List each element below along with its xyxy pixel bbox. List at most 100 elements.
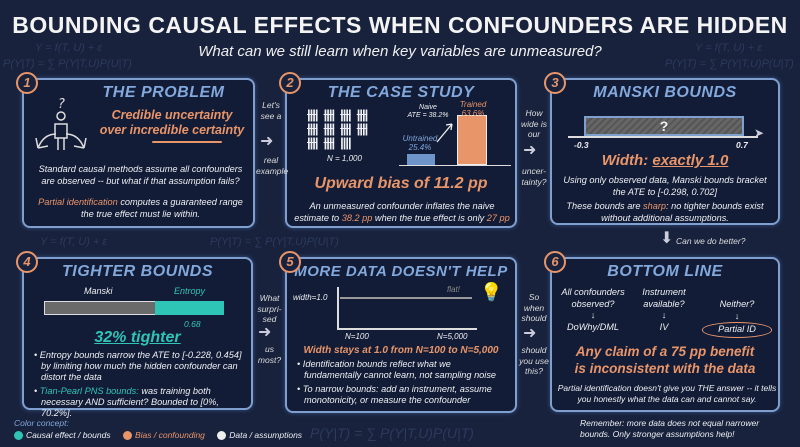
panel-manski-bounds: 3 MANSKI BOUNDS ? ➤ -0.3 0.7 Width: exac… xyxy=(544,72,780,225)
panel-case-study: 2 THE CASE STUDY |||| |||| |||| |||| |||| ||… xyxy=(279,72,517,228)
width-headline: Width: exactly 1.0 xyxy=(552,152,778,169)
step-number: 5 xyxy=(279,251,301,273)
manski-body: Using only observed data, Manski bounds … xyxy=(563,175,767,197)
bg-formula: P(Y|T) = ∑ P(Y|T,U)P(U|T) xyxy=(665,58,794,70)
problem-body: Standard causal methods assume all confo… xyxy=(38,164,243,186)
value-untrained: 25.4% xyxy=(408,143,432,152)
label-trained: Trained xyxy=(459,100,487,109)
highlight-term: Partial identification xyxy=(38,197,118,207)
x-start-label: N=100 xyxy=(345,332,369,341)
connector-label: uncer-tainty? xyxy=(521,166,547,187)
answer-partial-id: Partial ID xyxy=(702,322,772,338)
bg-formula: P(Y|T) = ∑ P(Y|T,U)P(U|T) xyxy=(310,425,474,441)
label-untrained: Untrained xyxy=(402,134,438,143)
panel-tighter-bounds: 4 TIGHTER BOUNDS Manski Entropy 0.68 32%… xyxy=(16,251,253,418)
naive-estimate: 38.2 pp xyxy=(341,212,373,223)
bg-formula: P(Y|T) = ∑ P(Y|T,U)P(U|T) xyxy=(210,236,339,248)
lightbulb-icon: 💡 xyxy=(480,282,503,302)
question: All confounders observed? xyxy=(561,287,625,309)
bullet-entropy: Entropy bounds narrow the ATE to [-0.228… xyxy=(32,350,247,383)
text: computes a guaranteed range the true eff… xyxy=(81,197,243,219)
arrow-right-icon: ➜ xyxy=(260,133,274,150)
step-number: 2 xyxy=(279,72,301,94)
headline-line-1: Any claim of a 75 pp benefit xyxy=(575,344,755,359)
y-axis xyxy=(337,287,339,329)
legend-label: Bias / confounding xyxy=(134,430,205,440)
decision-observed: All confounders observed? ↓ DoWhy/DML xyxy=(558,287,628,333)
legend-swatch xyxy=(14,431,23,441)
bullet-identification: Identification bounds reflect what we fu… xyxy=(295,359,510,381)
page-subtitle: What can we still learn when key variabl… xyxy=(198,43,602,60)
connector-label: How wide is our xyxy=(521,108,547,139)
svg-text:?: ? xyxy=(58,97,65,112)
number-line xyxy=(568,136,758,138)
value-trained: 63.6% xyxy=(461,109,485,118)
upper-bound-label: 0.7 xyxy=(736,140,748,150)
manski-interval-bar: ? xyxy=(584,116,744,136)
legend-swatch xyxy=(217,431,227,441)
legend-item-data: Data / assumptions xyxy=(217,430,303,441)
width-headline: Width stays at 1.0 from N=100 to N=5,000 xyxy=(303,345,499,356)
bullet-narrow-bounds: To narrow bounds: add an instrument, ass… xyxy=(295,384,510,406)
panel-title: BOTTOM LINE xyxy=(607,263,723,280)
text: Width: xyxy=(601,152,653,169)
unknown-marker: ? xyxy=(659,118,669,134)
bar-trained xyxy=(457,115,487,165)
text: when the true effect is only xyxy=(372,212,487,223)
axis-line xyxy=(399,164,511,166)
bg-formula: P(Y|T) = ∑ P(Y|T,U)P(U|T) xyxy=(3,58,132,70)
naive-label: Naive xyxy=(419,104,437,111)
person-crossroads-question-icon: ? xyxy=(35,97,87,150)
connector-label: What surpri-sed xyxy=(257,293,282,324)
arrow-right-icon: ➜ xyxy=(523,142,537,159)
panel-title: THE CASE STUDY xyxy=(327,84,475,101)
naive-ate: ATE = 38.2% xyxy=(407,112,449,119)
underline-stroke xyxy=(152,141,222,143)
arrow-down-icon: ⬇ xyxy=(660,230,674,247)
flat-annotation: flat! xyxy=(447,285,460,294)
answer: IV xyxy=(659,321,669,332)
question: Instrument available? xyxy=(642,287,686,309)
bg-formula: Y = f(T, U) + ε xyxy=(695,42,763,54)
legend-label: Data / assumptions xyxy=(229,430,303,440)
arrow-right-icon: ➜ xyxy=(258,324,272,341)
bullet-tian-pearl: Tian-Pearl PNS bounds: was training both… xyxy=(32,386,247,419)
y-label: width=1.0 xyxy=(293,293,328,302)
decision-neither: Neither? ↓ Partial ID xyxy=(702,299,772,338)
page-title: BOUNDING CAUSAL EFFECTS WHEN CONFOUNDERS… xyxy=(12,12,788,38)
question: Neither? xyxy=(719,299,755,309)
connector-label: real example xyxy=(256,155,289,176)
lower-bound-label: -0.3 xyxy=(574,140,589,150)
arrow-right-icon: ➜ xyxy=(523,325,537,342)
connector-label: us most? xyxy=(257,344,282,365)
flat-width-line xyxy=(340,297,472,299)
highlight-term: Tian-Pearl PNS bounds: xyxy=(39,386,139,396)
headline-line-2: over incredible certainty xyxy=(99,123,245,137)
panel-title: TIGHTER BOUNDS xyxy=(62,263,213,280)
bar-label-entropy: Entropy xyxy=(174,286,206,296)
bar-label-manski: Manski xyxy=(84,286,113,296)
x-end-label: N=5,000 xyxy=(437,332,468,341)
panel-title: THE PROBLEM xyxy=(102,84,225,101)
panel-bottom-line: 6 BOTTOM LINE All confounders observed? ↓… xyxy=(544,251,780,412)
case-study-bar-chart: Untrained 25.4% Trained 63.6% Naive ATE = 3… xyxy=(399,100,511,166)
connector-label: Can we do better? xyxy=(676,236,746,246)
arrow-icon: ➤ xyxy=(754,126,765,140)
legend-label: Causal effect / bounds xyxy=(26,430,111,440)
connector-label: Let's see a xyxy=(260,100,282,121)
answer: DoWhy/DML xyxy=(566,321,620,332)
step-number: 3 xyxy=(544,72,566,94)
entropy-bar xyxy=(154,301,224,315)
headline-line-1: Credible uncertainty xyxy=(111,108,233,122)
connector-label: should you use this? xyxy=(519,345,549,376)
text: An unmeasured confounder inflates the na… xyxy=(294,201,495,223)
problem-body-2: Partial identification computes a guaran… xyxy=(32,197,249,220)
panel-the-problem: 1 THE PROBLEM ? Credible uncertainty ove… xyxy=(16,72,255,228)
highlight-term: sharp xyxy=(643,201,667,211)
decision-instrument: Instrument available? ↓ IV xyxy=(634,287,694,333)
panel-more-data: 5 MORE DATA DOESN'T HELP width=1.0 flat!… xyxy=(279,251,517,413)
arrow-down-icon: ↓ xyxy=(661,310,667,320)
case-study-body: An unmeasured confounder inflates the na… xyxy=(291,201,513,224)
connector-label: So when should xyxy=(521,292,547,323)
bar-untrained xyxy=(407,153,435,165)
